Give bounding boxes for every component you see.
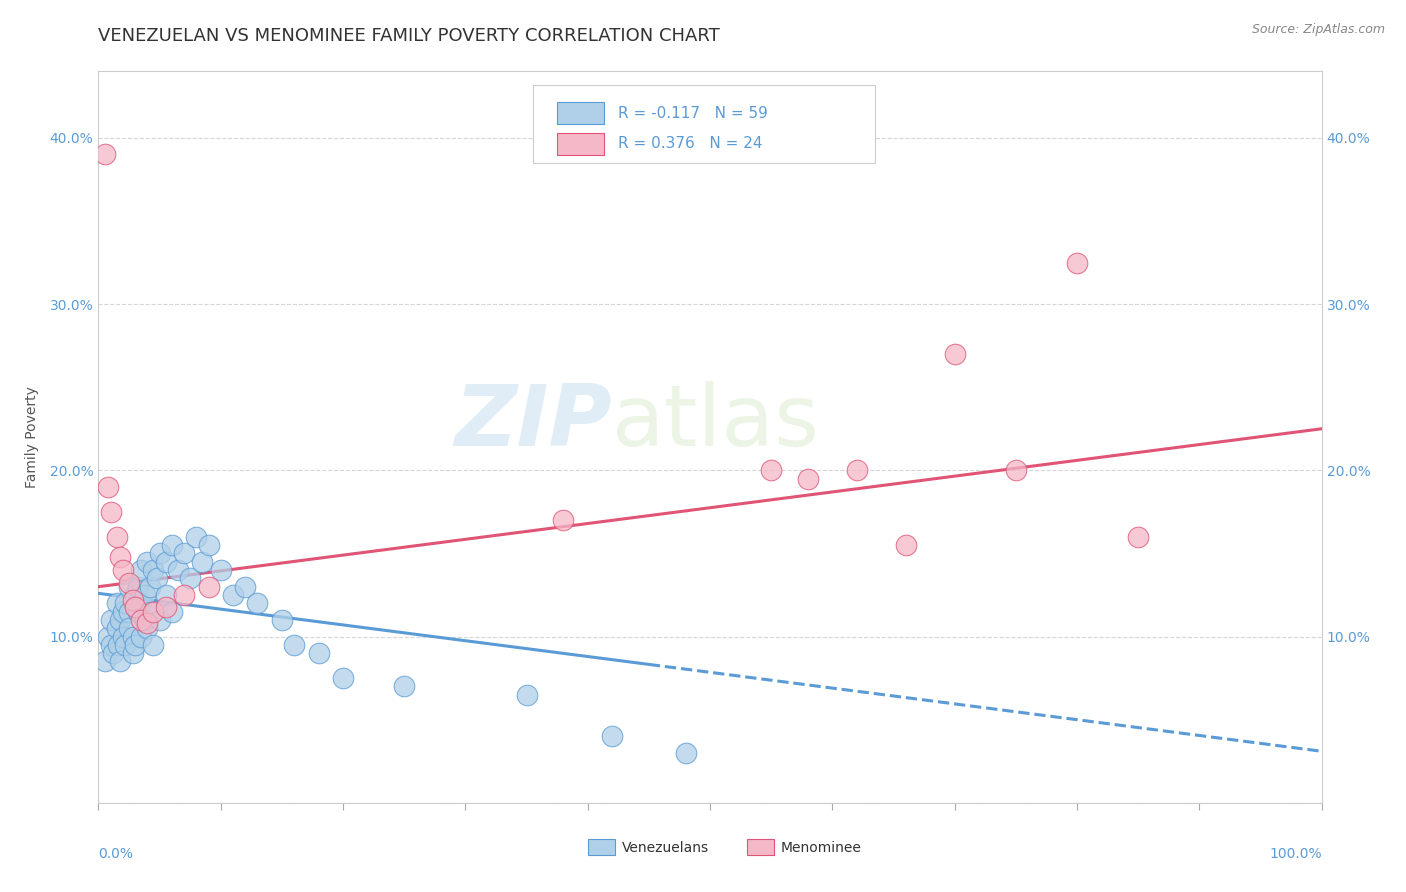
Point bbox=[197, 538, 219, 552]
Point bbox=[209, 563, 232, 577]
Point bbox=[191, 555, 214, 569]
Text: Source: ZipAtlas.com: Source: ZipAtlas.com bbox=[1251, 23, 1385, 37]
Point bbox=[111, 605, 134, 619]
Point bbox=[93, 147, 115, 161]
Point bbox=[118, 605, 141, 619]
Bar bbox=[588, 839, 614, 855]
Text: ZIP: ZIP bbox=[454, 381, 612, 464]
Point bbox=[1066, 255, 1088, 269]
Point bbox=[101, 646, 124, 660]
Text: R = 0.376   N = 24: R = 0.376 N = 24 bbox=[619, 136, 763, 152]
Point bbox=[173, 588, 195, 602]
Point bbox=[129, 563, 152, 577]
Y-axis label: Family Poverty: Family Poverty bbox=[24, 386, 38, 488]
Point bbox=[155, 555, 177, 569]
Point bbox=[392, 680, 416, 694]
Point bbox=[149, 613, 172, 627]
Point bbox=[111, 630, 134, 644]
Point bbox=[136, 616, 159, 631]
Point bbox=[515, 688, 537, 702]
Point bbox=[110, 613, 132, 627]
Point bbox=[222, 588, 245, 602]
Point bbox=[600, 729, 623, 743]
Point bbox=[134, 588, 156, 602]
Point bbox=[197, 580, 219, 594]
Point bbox=[97, 630, 120, 644]
Point bbox=[155, 599, 177, 614]
Point bbox=[100, 638, 122, 652]
Point bbox=[110, 549, 132, 564]
Point bbox=[118, 580, 141, 594]
Point bbox=[121, 646, 143, 660]
Point bbox=[943, 347, 966, 361]
FancyBboxPatch shape bbox=[533, 86, 875, 163]
Point bbox=[142, 638, 165, 652]
Point bbox=[160, 605, 183, 619]
Point bbox=[845, 463, 868, 477]
Point bbox=[173, 546, 195, 560]
Point bbox=[894, 538, 917, 552]
Point bbox=[142, 605, 165, 619]
Point bbox=[114, 638, 136, 652]
Point bbox=[332, 671, 354, 685]
Point bbox=[110, 655, 132, 669]
Point bbox=[124, 588, 146, 602]
Point bbox=[121, 630, 143, 644]
Point bbox=[167, 563, 190, 577]
Point bbox=[127, 605, 149, 619]
Point bbox=[118, 576, 141, 591]
Point bbox=[270, 613, 294, 627]
Point bbox=[97, 480, 120, 494]
Point bbox=[553, 513, 575, 527]
Bar bbox=[557, 133, 603, 154]
Point bbox=[111, 563, 134, 577]
Point bbox=[105, 596, 128, 610]
Text: R = -0.117   N = 59: R = -0.117 N = 59 bbox=[619, 105, 768, 120]
Text: VENEZUELAN VS MENOMINEE FAMILY POVERTY CORRELATION CHART: VENEZUELAN VS MENOMINEE FAMILY POVERTY C… bbox=[98, 27, 720, 45]
Point bbox=[1004, 463, 1026, 477]
Point bbox=[136, 555, 159, 569]
Bar bbox=[747, 839, 773, 855]
Point bbox=[129, 630, 152, 644]
Point bbox=[105, 530, 128, 544]
Text: 100.0%: 100.0% bbox=[1270, 847, 1322, 861]
Point bbox=[100, 613, 122, 627]
Point bbox=[124, 599, 146, 614]
Text: 0.0%: 0.0% bbox=[98, 847, 134, 861]
Point bbox=[283, 638, 305, 652]
Point bbox=[139, 605, 162, 619]
Point bbox=[129, 613, 152, 627]
Point bbox=[142, 563, 165, 577]
Point bbox=[118, 621, 141, 635]
Point bbox=[1128, 530, 1150, 544]
Point bbox=[179, 571, 201, 585]
Point bbox=[121, 593, 143, 607]
Point bbox=[139, 580, 162, 594]
Text: atlas: atlas bbox=[612, 381, 820, 464]
Point bbox=[93, 655, 115, 669]
Point bbox=[146, 571, 169, 585]
Bar bbox=[557, 102, 603, 124]
Point bbox=[246, 596, 269, 610]
Point bbox=[100, 505, 122, 519]
Point bbox=[149, 546, 172, 560]
Point bbox=[233, 580, 256, 594]
Point bbox=[134, 613, 156, 627]
Text: Menominee: Menominee bbox=[780, 841, 862, 855]
Point bbox=[105, 621, 128, 635]
Point bbox=[761, 463, 783, 477]
Point bbox=[129, 596, 152, 610]
Point bbox=[107, 638, 129, 652]
Point bbox=[127, 580, 149, 594]
Point bbox=[675, 746, 697, 760]
Point bbox=[308, 646, 330, 660]
Point bbox=[136, 621, 159, 635]
Point bbox=[186, 530, 208, 544]
Point bbox=[124, 638, 146, 652]
Point bbox=[797, 472, 820, 486]
Text: Venezuelans: Venezuelans bbox=[621, 841, 709, 855]
Point bbox=[114, 596, 136, 610]
Point bbox=[155, 588, 177, 602]
Point bbox=[160, 538, 183, 552]
